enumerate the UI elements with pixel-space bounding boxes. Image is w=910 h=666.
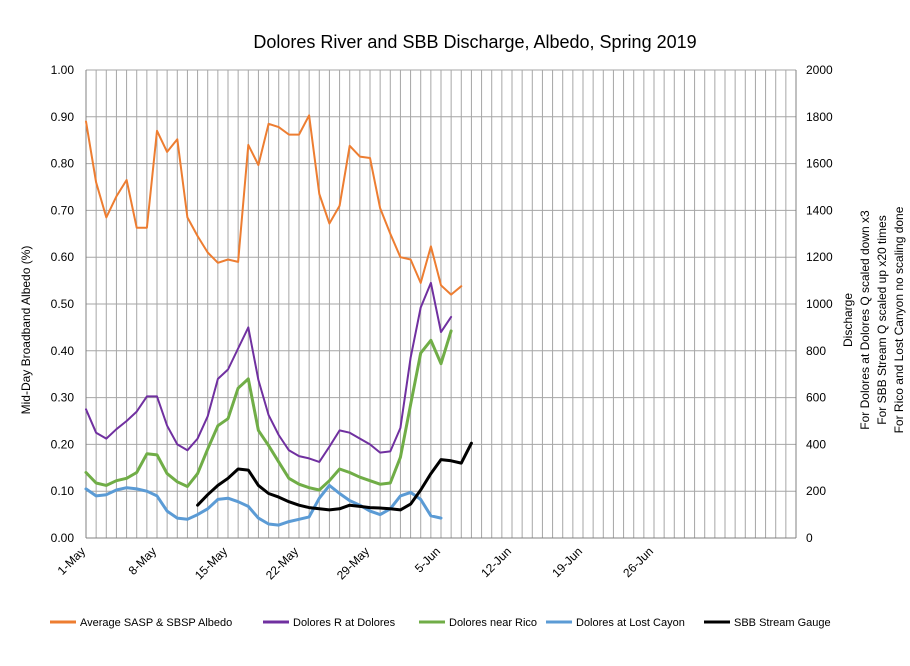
y-tick-label: 1.00 [51,63,75,77]
y2-tick-label: 400 [806,437,826,451]
y-tick-label: 0.70 [51,203,75,217]
y2-tick-label: 800 [806,344,826,358]
y-tick-label: 0.80 [51,157,75,171]
grid [85,69,797,539]
y2-axis-title-line: For Rico and Lost Canyon no scaling done [892,206,906,433]
y2-tick-label: 1200 [806,250,833,264]
y2-tick-label: 200 [806,484,826,498]
series-line [84,329,453,492]
y2-tick-label: 600 [806,391,826,405]
y2-axis-title: Discharge For Dolores at Dolores Q scaled… [841,206,906,433]
series-line [85,281,453,463]
legend: Average SASP & SBSP Albedo Dolores R at D… [50,617,831,629]
legend-label: Dolores R at Dolores [293,617,396,629]
y-axis-title: Mid-Day Broadband Albedo (%) [19,246,33,415]
y-tick-label: 0.40 [51,344,75,358]
x-tick-label: 15-May [192,544,230,582]
y-tick-label: 0.50 [51,297,75,311]
series-group [84,114,473,527]
legend-label: SBB Stream Gauge [734,617,831,629]
y2-axis-title-line: For SBB Stream Q scaled up x20 times [875,215,889,424]
x-tick-label: 26-Jun [620,544,656,580]
y2-tick-label: 1800 [806,110,833,124]
y-tick-label: 0.30 [51,391,75,405]
y2-tick-label: 1400 [806,203,833,217]
y2-tick-label: 2000 [806,63,833,77]
legend-label: Average SASP & SBSP Albedo [80,617,232,629]
y2-axis-title-line: For Dolores at Dolores Q scaled down x3 [858,210,872,430]
series-line [196,441,473,512]
y-tick-label: 0.10 [51,484,75,498]
x-tick-label: 22-May [263,544,301,582]
series-line [85,114,463,296]
y2-tick-label: 1600 [806,157,833,171]
y2-tick-label: 0 [806,531,813,545]
legend-label: Dolores near Rico [449,617,537,629]
x-tick-label: 1-May [55,544,88,577]
chart-title: Dolores River and SBB Discharge, Albedo,… [253,32,696,52]
x-tick-label: 29-May [334,544,372,582]
y-tick-label: 0.00 [51,531,75,545]
x-tick-label: 8-May [126,544,159,577]
y-tick-label: 0.60 [51,250,75,264]
x-tick-label: 19-Jun [549,544,585,580]
y-tick-label: 0.90 [51,110,75,124]
x-tick-label: 12-Jun [478,544,514,580]
series-line [84,483,443,527]
y2-tick-label: 1000 [806,297,833,311]
y-tick-label: 0.20 [51,437,75,451]
axes: 0.00 0.10 0.20 0.30 0.40 0.50 0.60 0.70 0.80 0.90… [51,63,833,582]
x-tick-label: 5-Jun [412,544,443,575]
y2-axis-title-line: Discharge [841,293,855,347]
legend-label: Dolores at Lost Cayon [576,617,685,629]
